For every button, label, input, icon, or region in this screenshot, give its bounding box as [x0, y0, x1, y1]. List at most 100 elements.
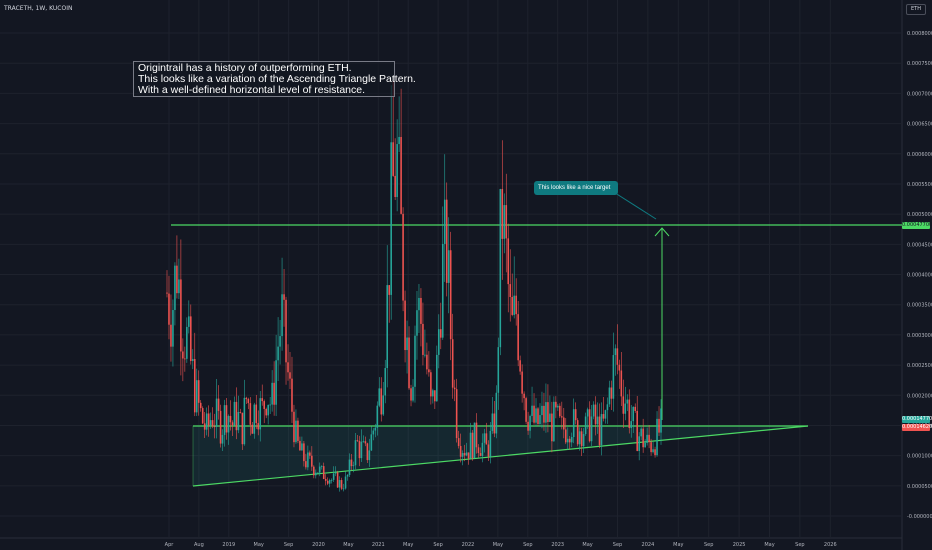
candle-body	[600, 414, 603, 446]
x-tick-label: Apr	[165, 542, 175, 548]
candle-body	[561, 416, 563, 418]
candle-body	[430, 372, 432, 397]
x-tick-label: May	[673, 542, 683, 548]
candle-body	[378, 388, 381, 406]
note-line: This looks like a variation of the Ascen…	[138, 73, 416, 85]
candle-body	[428, 369, 430, 373]
candle-body	[549, 413, 551, 423]
candle-body	[455, 389, 458, 439]
candle-body	[598, 416, 601, 446]
y-tick-label: 0.0002500	[907, 363, 932, 369]
candle-body	[412, 386, 414, 401]
candle-body	[295, 420, 297, 443]
candle-body	[636, 410, 638, 451]
x-tick-label: 2026	[824, 542, 837, 548]
candle-body	[291, 378, 293, 412]
candle-body	[255, 404, 258, 424]
price-axis[interactable]: 0.0008000 0.0007500 0.0007000 0.0006500 0.00…	[907, 31, 932, 520]
candle-body	[350, 459, 353, 467]
candle-body	[422, 323, 424, 355]
x-tick-label: May	[403, 542, 413, 548]
y-tick-label: 0.0002000	[907, 393, 932, 399]
candle-body	[505, 205, 508, 239]
candle-body	[449, 250, 452, 340]
candle-body	[342, 488, 345, 490]
candle-body	[289, 372, 291, 379]
candle-body	[188, 316, 190, 327]
candle-body	[566, 438, 569, 443]
y-tick-label: 0.0007000	[907, 91, 932, 97]
candle-body	[285, 299, 287, 363]
candle-body	[197, 380, 200, 403]
candle-body	[233, 401, 236, 426]
candle-body	[275, 360, 277, 405]
candle-body	[628, 399, 631, 429]
candle-body	[616, 348, 619, 365]
candle-body	[223, 405, 226, 435]
candle-body	[608, 387, 611, 405]
candle-body	[263, 401, 265, 409]
candle-body	[541, 405, 543, 416]
candle-body	[368, 450, 371, 461]
x-tick-label: Aug	[194, 542, 204, 548]
candle-body	[439, 329, 442, 338]
candle-body	[195, 380, 198, 413]
candle-body	[338, 480, 341, 488]
candle-body	[602, 414, 605, 419]
candle-body	[305, 461, 307, 468]
candle-body	[227, 415, 230, 433]
candle-body	[572, 409, 575, 438]
currency-badge[interactable]: ETH	[906, 4, 926, 15]
candle-body	[652, 449, 654, 453]
candle-body	[402, 213, 404, 301]
candle-body	[257, 423, 260, 430]
candle-body	[362, 441, 365, 443]
candle-body	[271, 382, 273, 405]
candle-body	[551, 413, 553, 442]
note-line: Origintrail has a history of outperformi…	[138, 62, 352, 74]
candle-body	[259, 398, 262, 430]
candle-body	[586, 409, 589, 417]
last-price-label: 0.00014620	[902, 424, 932, 431]
candle-body	[501, 189, 504, 239]
candle-body	[388, 285, 390, 295]
candle-body	[533, 405, 535, 423]
y-tick-label: 0.0006500	[907, 122, 932, 128]
x-tick-label: May	[343, 542, 353, 548]
candle-body	[576, 420, 579, 445]
candle-body	[396, 144, 398, 197]
x-tick-label: May	[493, 542, 503, 548]
candle-body	[269, 404, 271, 406]
candle-body	[660, 408, 662, 433]
candle-body	[564, 429, 567, 443]
candle-body	[515, 295, 517, 315]
candle-body	[471, 432, 474, 459]
analysis-note: Origintrail has a history of outperformi…	[133, 61, 416, 97]
candle-body	[507, 238, 510, 285]
time-axis[interactable]: Apr Aug 2019 May Sep 2020 May 2021 May Sep 2022 May…	[165, 542, 837, 548]
candle-body	[184, 358, 186, 360]
candle-body	[277, 346, 279, 361]
candle-body	[463, 453, 466, 456]
candle-body	[459, 445, 462, 457]
candle-body	[320, 466, 323, 467]
candle-body	[656, 418, 658, 456]
candle-body	[543, 405, 545, 423]
rising-trendline	[192, 425, 809, 487]
candle-body	[434, 390, 436, 402]
candle-body	[328, 480, 331, 484]
candle-body	[646, 434, 648, 443]
green-price-label: 0.00014770	[902, 416, 932, 423]
note-line: With a well-defined horizontal level of …	[138, 84, 366, 96]
candle-body	[261, 398, 264, 402]
candle-body	[354, 440, 357, 466]
candle-body	[315, 472, 317, 476]
target-price-label: 0.00047700	[902, 222, 932, 229]
candle-body	[374, 427, 377, 431]
candle-body	[479, 453, 482, 456]
candle-body	[445, 199, 448, 283]
candle-body	[634, 406, 637, 411]
candle-body	[324, 479, 327, 481]
candle-body	[382, 395, 385, 415]
